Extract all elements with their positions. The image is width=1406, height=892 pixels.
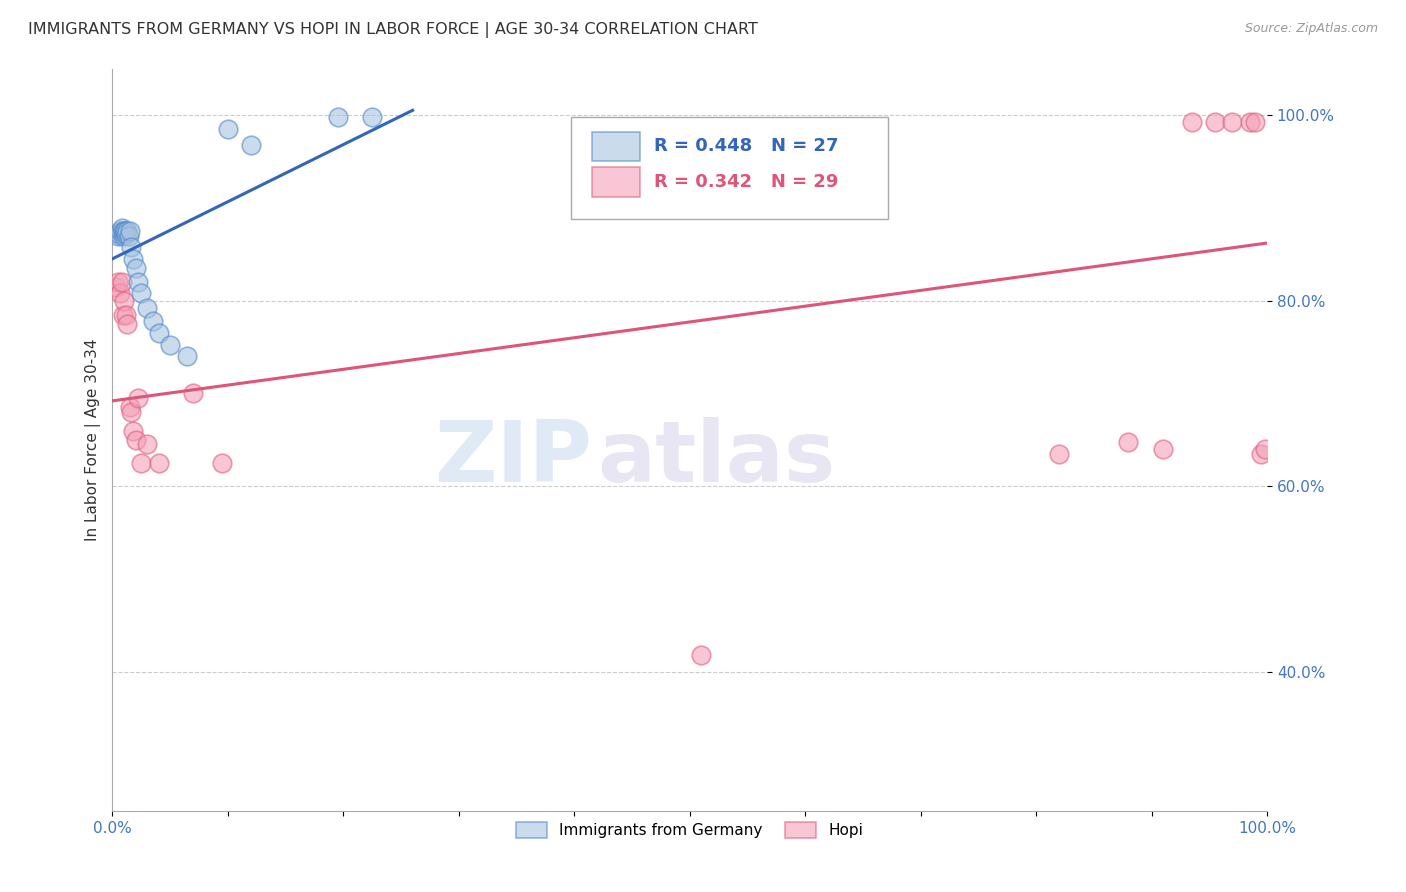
Point bbox=[127, 275, 149, 289]
Point bbox=[1222, 115, 1244, 129]
Point bbox=[690, 648, 713, 663]
Point bbox=[129, 286, 152, 301]
Point bbox=[122, 424, 145, 438]
Point bbox=[111, 224, 134, 238]
Point bbox=[115, 227, 138, 241]
Point bbox=[110, 286, 132, 301]
Text: atlas: atlas bbox=[598, 417, 835, 500]
Point bbox=[111, 275, 134, 289]
Legend: Immigrants from Germany, Hopi: Immigrants from Germany, Hopi bbox=[510, 816, 869, 845]
Point bbox=[127, 391, 149, 405]
Point bbox=[1204, 115, 1226, 129]
Point bbox=[104, 279, 127, 293]
Point bbox=[117, 228, 139, 243]
Point bbox=[111, 308, 134, 322]
Point bbox=[120, 405, 142, 419]
Point bbox=[142, 314, 165, 328]
Point bbox=[112, 293, 135, 308]
Point bbox=[136, 301, 159, 315]
Point bbox=[111, 221, 134, 235]
Point bbox=[108, 227, 131, 241]
Point bbox=[122, 252, 145, 266]
Point bbox=[124, 433, 146, 447]
Point bbox=[115, 308, 138, 322]
Point bbox=[1254, 442, 1277, 457]
Point bbox=[1047, 447, 1070, 461]
Point bbox=[181, 386, 204, 401]
Bar bbox=[592, 168, 640, 197]
Point bbox=[112, 224, 135, 238]
Point bbox=[1181, 115, 1204, 129]
Point bbox=[136, 437, 159, 451]
Point bbox=[107, 228, 129, 243]
Point bbox=[112, 227, 135, 241]
Point bbox=[1244, 115, 1267, 129]
Point bbox=[118, 224, 141, 238]
Point bbox=[117, 224, 139, 238]
Point bbox=[1250, 447, 1272, 461]
Point bbox=[326, 110, 349, 124]
Point bbox=[117, 317, 139, 331]
Text: R = 0.448   N = 27: R = 0.448 N = 27 bbox=[654, 137, 838, 155]
Point bbox=[120, 240, 142, 254]
Point bbox=[176, 349, 198, 363]
Point bbox=[114, 224, 136, 238]
Point bbox=[1239, 115, 1261, 129]
Point bbox=[1152, 442, 1174, 457]
Point bbox=[1118, 434, 1140, 449]
Point bbox=[217, 121, 239, 136]
Point bbox=[159, 338, 181, 352]
Point bbox=[211, 456, 233, 470]
Point bbox=[239, 137, 262, 152]
Text: IMMIGRANTS FROM GERMANY VS HOPI IN LABOR FORCE | AGE 30-34 CORRELATION CHART: IMMIGRANTS FROM GERMANY VS HOPI IN LABOR… bbox=[28, 22, 758, 38]
Text: Source: ZipAtlas.com: Source: ZipAtlas.com bbox=[1244, 22, 1378, 36]
Text: ZIP: ZIP bbox=[434, 417, 592, 500]
FancyBboxPatch shape bbox=[571, 117, 889, 219]
Point bbox=[148, 456, 170, 470]
Point bbox=[148, 326, 170, 340]
Point bbox=[118, 401, 141, 415]
Text: R = 0.342   N = 29: R = 0.342 N = 29 bbox=[654, 173, 838, 191]
Point bbox=[129, 456, 152, 470]
Point bbox=[124, 261, 146, 276]
Y-axis label: In Labor Force | Age 30-34: In Labor Force | Age 30-34 bbox=[86, 339, 101, 541]
Bar bbox=[592, 132, 640, 161]
Point bbox=[107, 275, 129, 289]
Point bbox=[110, 224, 132, 238]
Point bbox=[111, 228, 134, 243]
Point bbox=[361, 110, 384, 124]
